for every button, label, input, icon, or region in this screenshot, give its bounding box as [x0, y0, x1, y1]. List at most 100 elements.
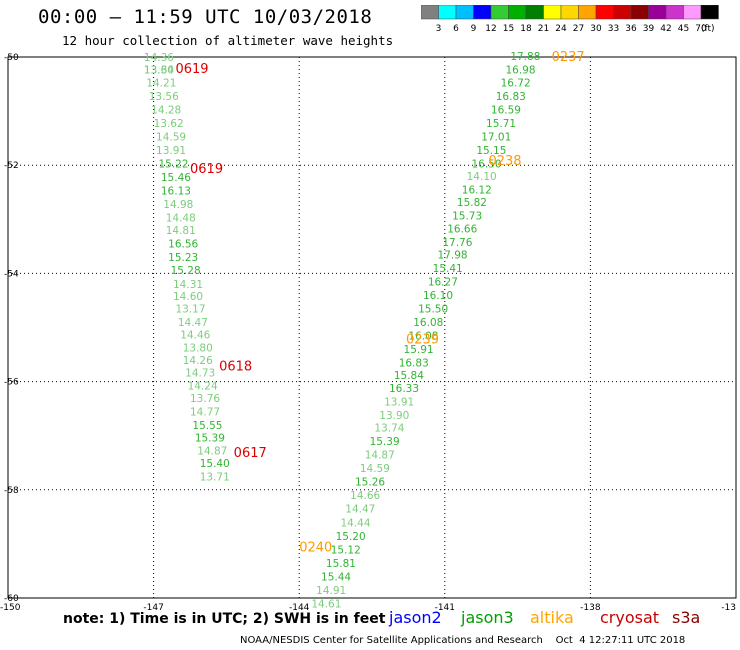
pass-time-label: 0619: [175, 62, 208, 77]
wave-height-value: 13.91: [384, 397, 414, 409]
wave-height-value: 14.91: [316, 585, 346, 597]
wave-height-value: 13.56: [149, 91, 179, 103]
colorbar-label: 18: [520, 24, 532, 34]
wave-height-value: 14.87: [365, 450, 395, 462]
wave-height-value: 15.91: [404, 344, 434, 356]
wave-height-value: 14.46: [180, 330, 210, 342]
wave-height-value: 15.15: [476, 145, 506, 157]
wave-height-value: 16.59: [491, 104, 521, 116]
y-tick-label: -56: [4, 378, 19, 388]
wave-height-value: 16.12: [462, 185, 492, 197]
wave-height-value: 17.01: [481, 132, 511, 144]
wave-height-value: 15.22: [158, 159, 188, 171]
wave-height-value: 14.44: [340, 517, 370, 529]
wave-height-value: 16.72: [501, 77, 531, 89]
wave-height-value: 15.46: [161, 172, 191, 184]
wave-height-value: 15.84: [394, 370, 424, 382]
wave-height-value: 13.91: [156, 145, 186, 157]
wave-height-value: 16.08: [413, 317, 443, 329]
wave-height-value: 15.81: [326, 558, 356, 570]
wave-height-value: 14.36: [144, 52, 174, 64]
x-tick-label: -141: [435, 603, 455, 613]
wave-height-value: 17.76: [442, 237, 472, 249]
colorbar-label: 27: [573, 24, 584, 34]
wave-height-value: 14.60: [173, 291, 203, 303]
wave-height-value: 15.41: [433, 263, 463, 275]
colorbar-label: 70: [695, 24, 707, 34]
wave-height-value: 17.88: [510, 51, 540, 63]
wave-height-value: 13.64: [144, 64, 174, 76]
wave-height-value: 15.55: [192, 420, 222, 432]
colorbar-label: 3: [436, 24, 442, 34]
pass-time-label: 0618: [219, 359, 252, 374]
plot-frame: [7, 56, 737, 599]
x-tick-label: -147: [143, 603, 163, 613]
wave-height-value: 14.81: [166, 225, 196, 237]
wave-height-value: 16.83: [399, 358, 429, 370]
wave-height-value: 14.47: [178, 317, 208, 329]
colorbar-label: 30: [590, 24, 602, 34]
colorbar-label: 39: [643, 24, 655, 34]
wave-height-value: 15.40: [200, 458, 230, 470]
wave-height-value: 15.26: [355, 477, 385, 489]
wave-height-value: 15.23: [168, 252, 198, 264]
wave-height-value: 17.98: [438, 249, 468, 261]
colorbar-label: 33: [608, 24, 619, 34]
colorbar-label: 12: [485, 24, 496, 34]
wave-height-value: 14.26: [183, 355, 213, 367]
wave-height-value: 16.56: [168, 239, 198, 251]
wave-height-value: 15.39: [370, 436, 400, 448]
colorbar-label: 9: [471, 24, 477, 34]
wave-height-value: 13.74: [374, 423, 404, 435]
x-tick-label: -150: [0, 603, 21, 613]
wave-height-value: 14.98: [163, 199, 193, 211]
wave-height-value: 13.17: [175, 304, 205, 316]
colorbar-label: 42: [660, 24, 671, 34]
wave-height-value: 14.31: [173, 279, 203, 291]
colorbar-label: 6: [453, 24, 459, 34]
wave-height-value: 13.62: [154, 118, 184, 130]
y-tick-label: -58: [4, 486, 19, 496]
wave-height-value: 13.76: [190, 393, 220, 405]
wave-height-value: 16.10: [423, 290, 453, 302]
wave-height-value: 15.12: [331, 544, 361, 556]
wave-height-value: 14.24: [188, 380, 218, 392]
x-tick-label: -144: [289, 603, 310, 613]
page-title: 00:00 – 11:59 UTC 10/03/2018: [38, 6, 373, 28]
colorbar-legend: 3 6 9 12 15 18 21 24 27 30 33 36 39 42 45 70(ft): [421, 5, 719, 34]
pass-time-label: 0240: [299, 541, 332, 556]
credit-line: NOAA/NESDIS Center for Satellite Applica…: [240, 635, 686, 646]
wave-height-value: 16.27: [428, 277, 458, 289]
colorbar-label: 15: [503, 24, 514, 34]
footer-note: note: 1) Time is in UTC; 2) SWH is in fe…: [63, 611, 386, 627]
wave-height-value: 14.77: [190, 406, 220, 418]
wave-height-value: 15.39: [195, 432, 225, 444]
wave-height-value: 14.47: [345, 504, 375, 516]
wave-height-value: 16.50: [471, 159, 501, 171]
colorbar-label: 45: [678, 24, 689, 34]
colorbar-swatch: [700, 5, 719, 20]
x-tick-label: -13: [721, 603, 736, 613]
wave-height-value: 13.71: [200, 471, 230, 483]
pass-time-label: 0239: [406, 332, 439, 347]
pass-time-label: 0619: [190, 162, 223, 177]
y-tick-label: -52: [4, 161, 19, 171]
y-tick-label: -54: [4, 269, 19, 279]
wave-height-value: 15.82: [457, 197, 487, 209]
wave-height-value: 14.59: [360, 463, 390, 475]
wave-height-value: 13.90: [379, 410, 409, 422]
wave-height-value: 14.73: [185, 367, 215, 379]
y-tick-label: -50: [4, 53, 19, 63]
wave-height-value: 16.66: [447, 223, 477, 235]
wave-height-value: 14.66: [350, 490, 380, 502]
wave-height-value: 15.73: [452, 211, 482, 223]
legend-s3a: s3a: [672, 608, 701, 627]
wave-height-value: 15.44: [321, 571, 351, 583]
legend-jason3: jason3: [461, 608, 514, 627]
wave-height-value: 14.21: [146, 77, 176, 89]
wave-height-value: 15.28: [171, 265, 201, 277]
wave-height-value: 16.13: [161, 186, 191, 198]
page-subtitle: 12 hour collection of altimeter wave hei…: [62, 33, 394, 48]
wave-height-value: 14.48: [166, 213, 196, 225]
